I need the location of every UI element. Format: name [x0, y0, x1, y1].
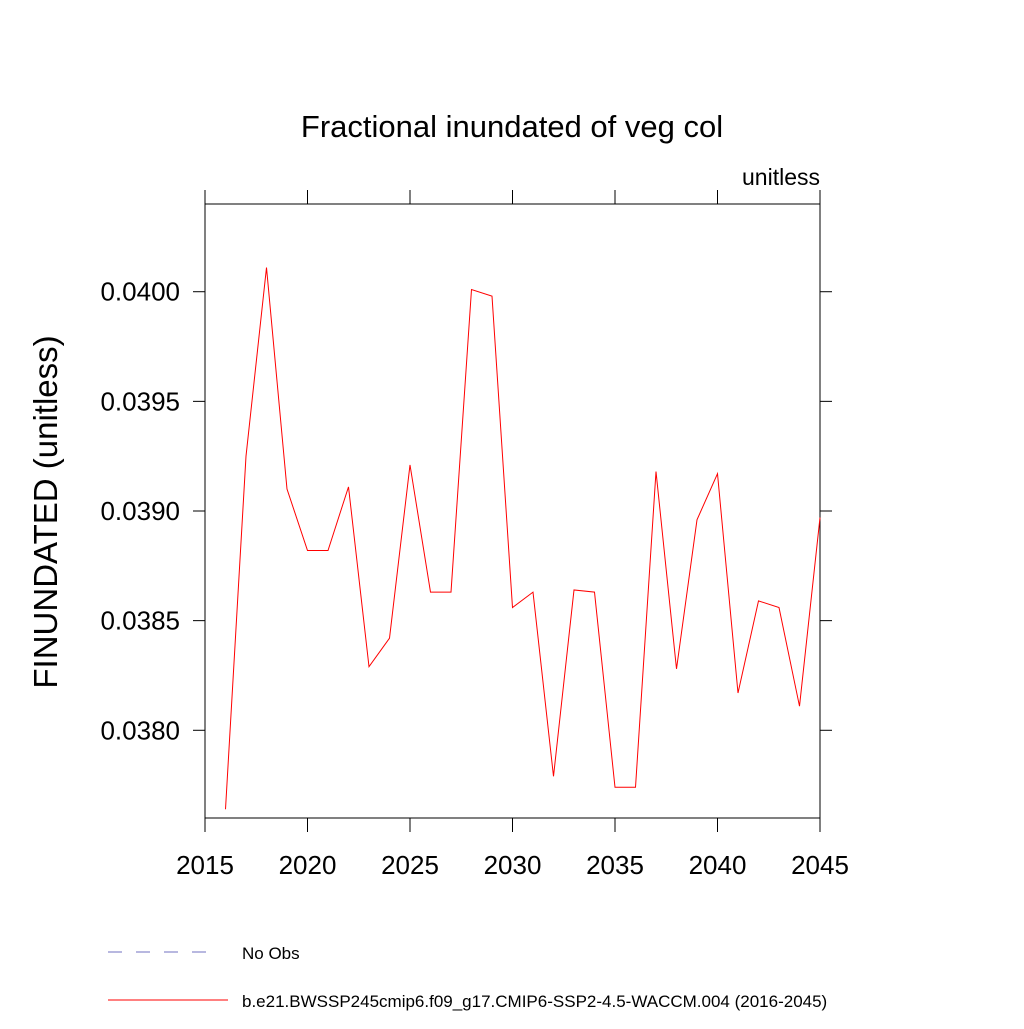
x-tick-label: 2015	[176, 850, 234, 880]
x-tick-label: 2040	[689, 850, 747, 880]
x-tick-label: 2025	[381, 850, 439, 880]
x-tick-label: 2035	[586, 850, 644, 880]
x-tick-label: 2020	[279, 850, 337, 880]
legend-label: No Obs	[242, 944, 300, 963]
y-tick-label: 0.0385	[100, 606, 180, 636]
y-tick-label: 0.0395	[100, 386, 180, 416]
data-line	[225, 267, 821, 810]
subtitle: unitless	[742, 164, 820, 190]
x-tick-label: 2045	[791, 850, 849, 880]
y-tick-label: 0.0390	[100, 496, 180, 526]
y-tick-label: 0.0380	[100, 715, 180, 745]
x-tick-label: 2030	[484, 850, 542, 880]
y-axis-label: FINUNDATED (unitless)	[27, 335, 64, 688]
y-tick-label: 0.0400	[100, 277, 180, 307]
chart-title: Fractional inundated of veg col	[301, 109, 723, 144]
legend-label: b.e21.BWSSP245cmip6.f09_g17.CMIP6-SSP2-4…	[242, 992, 827, 1011]
plot-frame	[204, 203, 821, 819]
